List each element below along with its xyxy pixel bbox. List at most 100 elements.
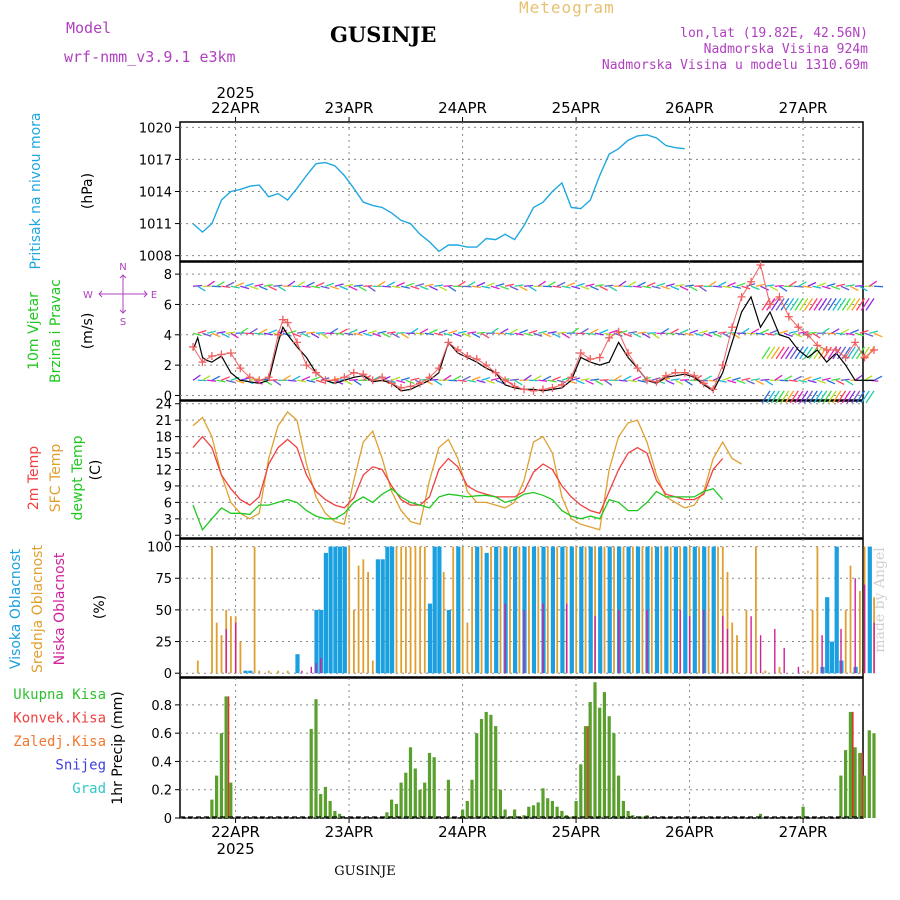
wind-arrow — [594, 284, 604, 287]
compass-west: W — [83, 290, 93, 301]
precip-bar-total — [418, 789, 422, 818]
wind-arrow — [424, 379, 434, 386]
gust-marker — [624, 348, 633, 357]
precip-bar-total — [536, 802, 540, 818]
gust-marker — [661, 371, 670, 380]
wind-arrow-strong — [813, 346, 823, 360]
wind-arrow — [311, 376, 320, 381]
wind-arrow — [400, 377, 410, 381]
precip-bar-total — [413, 768, 417, 818]
wind-arrow — [490, 377, 500, 381]
wind-arrow — [552, 376, 561, 381]
wind-arrow — [542, 375, 552, 381]
wind-arrow — [836, 332, 846, 336]
wind-arrow — [490, 285, 500, 290]
wind-arrow — [514, 332, 524, 336]
wind-arrow — [443, 284, 453, 287]
wind-arrow — [287, 280, 296, 287]
wind-arrow — [320, 332, 329, 339]
cloud-bar-mid — [698, 546, 700, 674]
gust-marker — [397, 383, 406, 392]
wind-arrow — [202, 375, 211, 381]
y-tick-label: 6 — [164, 298, 172, 313]
wind-arrow-strong — [780, 298, 790, 311]
precip-bar-conv — [587, 726, 589, 818]
wind-arrow-strong — [780, 390, 790, 404]
wind-arrow — [566, 282, 576, 287]
wind-arrow — [405, 282, 415, 287]
wind-arrow — [779, 329, 789, 334]
wind-arrow — [519, 285, 528, 292]
wind-arrow — [840, 328, 850, 334]
date-label-bottom: 24APR — [438, 823, 487, 841]
wind-arrow — [675, 283, 685, 287]
wind-arrow-strong — [808, 298, 818, 311]
wind-arrow — [698, 330, 708, 334]
wind-arrow — [462, 375, 471, 381]
wind-arrow — [731, 377, 741, 381]
wind-arrow — [637, 281, 646, 287]
wind-arrow — [348, 329, 358, 334]
gust-marker — [860, 353, 869, 362]
precip-bar-total — [215, 775, 219, 818]
wind-arrow-strong — [851, 390, 861, 404]
wind-arrow — [802, 376, 812, 381]
compass-icon — [98, 274, 148, 314]
date-label-bottom: 27APR — [779, 823, 828, 841]
wind-arrow — [651, 285, 661, 290]
wind-arrow — [476, 331, 486, 334]
wind-arrow — [821, 377, 831, 381]
wind-arrow — [864, 375, 873, 381]
y-tick-label: 24 — [155, 398, 172, 413]
cloud-bar-low — [504, 603, 506, 674]
wind-arrow — [604, 379, 613, 386]
wind-arrow — [769, 285, 779, 292]
precip-bar-total — [489, 714, 493, 818]
precip-bar-total — [862, 775, 867, 818]
wind-arrow — [216, 379, 226, 383]
wind-arrow — [788, 379, 798, 383]
gust-marker — [718, 361, 727, 370]
cloud-bar-high — [432, 546, 437, 674]
cloud-bar-mid — [405, 546, 407, 674]
wind-arrow — [665, 379, 675, 385]
wind-arrow — [277, 285, 287, 292]
cloud-bar-mid — [277, 670, 280, 674]
date-label-top: 27APR — [779, 99, 828, 117]
wind-arrow — [344, 283, 354, 287]
wind-arrow — [448, 379, 458, 382]
wind-arrow — [424, 332, 434, 336]
temp-axis-label-dew: dewpt Temp — [70, 435, 86, 520]
wind-arrow — [618, 379, 628, 382]
cloud-bar-high — [338, 546, 343, 674]
wind-arrow — [221, 376, 230, 381]
cloud-bar-high — [390, 546, 395, 674]
wind-arrow — [741, 285, 751, 290]
pressure-line — [192, 134, 685, 253]
precip-bar-total — [224, 696, 228, 818]
gust-marker — [378, 373, 387, 382]
precip-bar-total — [309, 728, 313, 818]
wind-arrow — [580, 285, 590, 290]
wind-arrow — [481, 376, 491, 381]
precip-bar-total — [560, 810, 564, 818]
wind-arrow — [585, 379, 594, 385]
cloud-bar-high — [243, 670, 248, 674]
wind-arrow-strong — [865, 390, 875, 404]
wind-arrow — [689, 285, 698, 292]
cloud-bar-low — [225, 628, 227, 674]
y-tick-label: 0.8 — [151, 699, 172, 714]
wind-arrow — [561, 285, 571, 289]
precip-bar-total — [390, 799, 394, 818]
gust-marker — [851, 338, 860, 347]
wind-arrow — [339, 285, 349, 291]
cloud-bar-mid — [745, 609, 748, 674]
wind-arrow-strong — [785, 346, 795, 360]
precip-bar-total — [853, 747, 857, 818]
wind-arrow — [438, 329, 448, 334]
cloud-bar-mid — [267, 670, 270, 674]
wind-arrow — [708, 330, 718, 334]
wind-arrow — [656, 282, 666, 287]
gust-marker — [633, 364, 642, 373]
cloud-bar-mid — [726, 571, 729, 674]
